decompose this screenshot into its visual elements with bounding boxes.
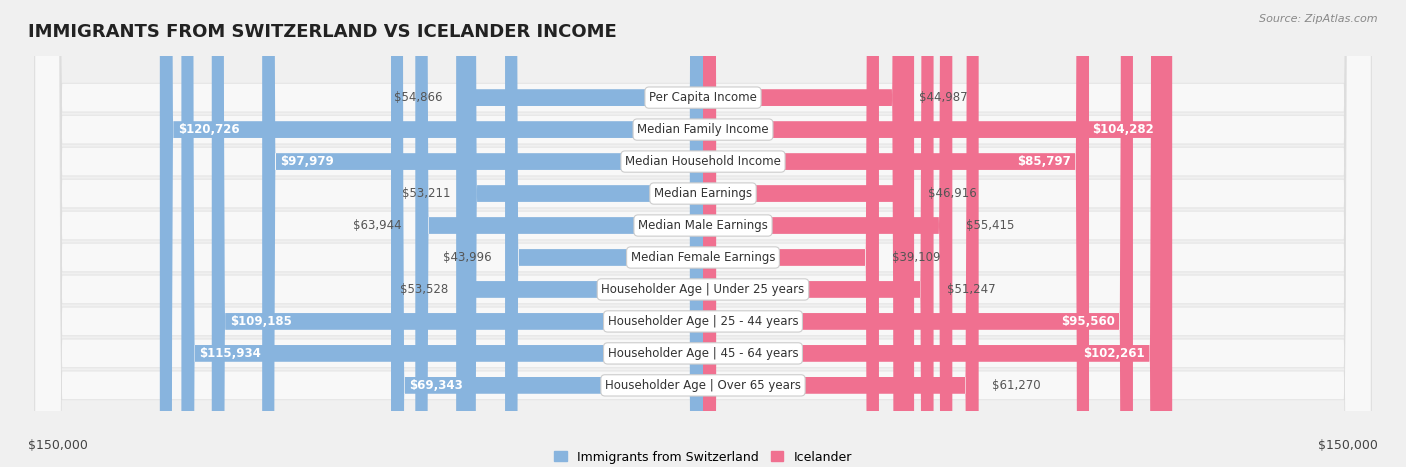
Text: $97,979: $97,979 [280,155,333,168]
Text: Householder Age | 25 - 44 years: Householder Age | 25 - 44 years [607,315,799,328]
Text: Source: ZipAtlas.com: Source: ZipAtlas.com [1260,14,1378,24]
FancyBboxPatch shape [505,0,703,467]
Text: $46,916: $46,916 [928,187,976,200]
FancyBboxPatch shape [35,0,1371,467]
Text: $120,726: $120,726 [177,123,239,136]
Text: $43,996: $43,996 [443,251,492,264]
FancyBboxPatch shape [35,0,1371,467]
Legend: Immigrants from Switzerland, Icelander: Immigrants from Switzerland, Icelander [550,446,856,467]
FancyBboxPatch shape [463,0,703,467]
FancyBboxPatch shape [464,0,703,467]
Text: $150,000: $150,000 [1317,439,1378,452]
Text: Median Earnings: Median Earnings [654,187,752,200]
FancyBboxPatch shape [703,0,1163,467]
Text: Median Household Income: Median Household Income [626,155,780,168]
Text: $63,944: $63,944 [353,219,402,232]
FancyBboxPatch shape [703,0,905,467]
Text: Median Female Earnings: Median Female Earnings [631,251,775,264]
FancyBboxPatch shape [415,0,703,467]
Text: $109,185: $109,185 [229,315,291,328]
FancyBboxPatch shape [703,0,952,467]
Text: Median Family Income: Median Family Income [637,123,769,136]
FancyBboxPatch shape [703,0,914,467]
Text: $115,934: $115,934 [200,347,262,360]
FancyBboxPatch shape [703,0,1133,467]
Text: Householder Age | 45 - 64 years: Householder Age | 45 - 64 years [607,347,799,360]
Text: $39,109: $39,109 [893,251,941,264]
FancyBboxPatch shape [35,0,1371,467]
FancyBboxPatch shape [35,0,1371,467]
FancyBboxPatch shape [35,0,1371,467]
FancyBboxPatch shape [703,0,979,467]
FancyBboxPatch shape [35,0,1371,467]
FancyBboxPatch shape [35,0,1371,467]
FancyBboxPatch shape [212,0,703,467]
Text: $95,560: $95,560 [1062,315,1115,328]
FancyBboxPatch shape [262,0,703,467]
Text: $61,270: $61,270 [993,379,1040,392]
Text: $51,247: $51,247 [948,283,995,296]
Text: $44,987: $44,987 [920,91,967,104]
Text: $53,528: $53,528 [401,283,449,296]
FancyBboxPatch shape [181,0,703,467]
FancyBboxPatch shape [391,0,703,467]
Text: Householder Age | Under 25 years: Householder Age | Under 25 years [602,283,804,296]
Text: $53,211: $53,211 [402,187,450,200]
FancyBboxPatch shape [456,0,703,467]
FancyBboxPatch shape [35,0,1371,467]
FancyBboxPatch shape [703,0,1173,467]
Text: $104,282: $104,282 [1092,123,1154,136]
Text: $102,261: $102,261 [1084,347,1144,360]
Text: $55,415: $55,415 [966,219,1014,232]
Text: IMMIGRANTS FROM SWITZERLAND VS ICELANDER INCOME: IMMIGRANTS FROM SWITZERLAND VS ICELANDER… [28,23,617,42]
Text: $69,343: $69,343 [409,379,463,392]
Text: $150,000: $150,000 [28,439,89,452]
FancyBboxPatch shape [703,0,1090,467]
FancyBboxPatch shape [35,0,1371,467]
Text: $54,866: $54,866 [394,91,443,104]
Text: Householder Age | Over 65 years: Householder Age | Over 65 years [605,379,801,392]
FancyBboxPatch shape [160,0,703,467]
Text: Per Capita Income: Per Capita Income [650,91,756,104]
FancyBboxPatch shape [703,0,879,467]
Text: $85,797: $85,797 [1018,155,1071,168]
Text: Median Male Earnings: Median Male Earnings [638,219,768,232]
FancyBboxPatch shape [35,0,1371,467]
FancyBboxPatch shape [703,0,934,467]
